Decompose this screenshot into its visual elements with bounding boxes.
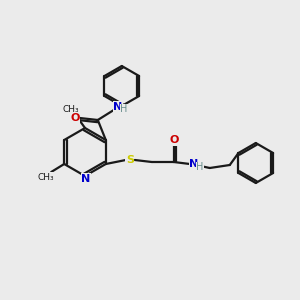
Text: N: N: [189, 159, 198, 169]
Text: CH₃: CH₃: [38, 172, 55, 182]
Text: O: O: [169, 135, 178, 145]
Text: N: N: [81, 174, 91, 184]
Text: S: S: [126, 155, 134, 165]
Text: H: H: [196, 162, 203, 172]
Text: O: O: [70, 113, 80, 123]
Text: H: H: [120, 104, 127, 114]
Text: N: N: [113, 102, 122, 112]
Text: CH₃: CH₃: [63, 106, 79, 115]
